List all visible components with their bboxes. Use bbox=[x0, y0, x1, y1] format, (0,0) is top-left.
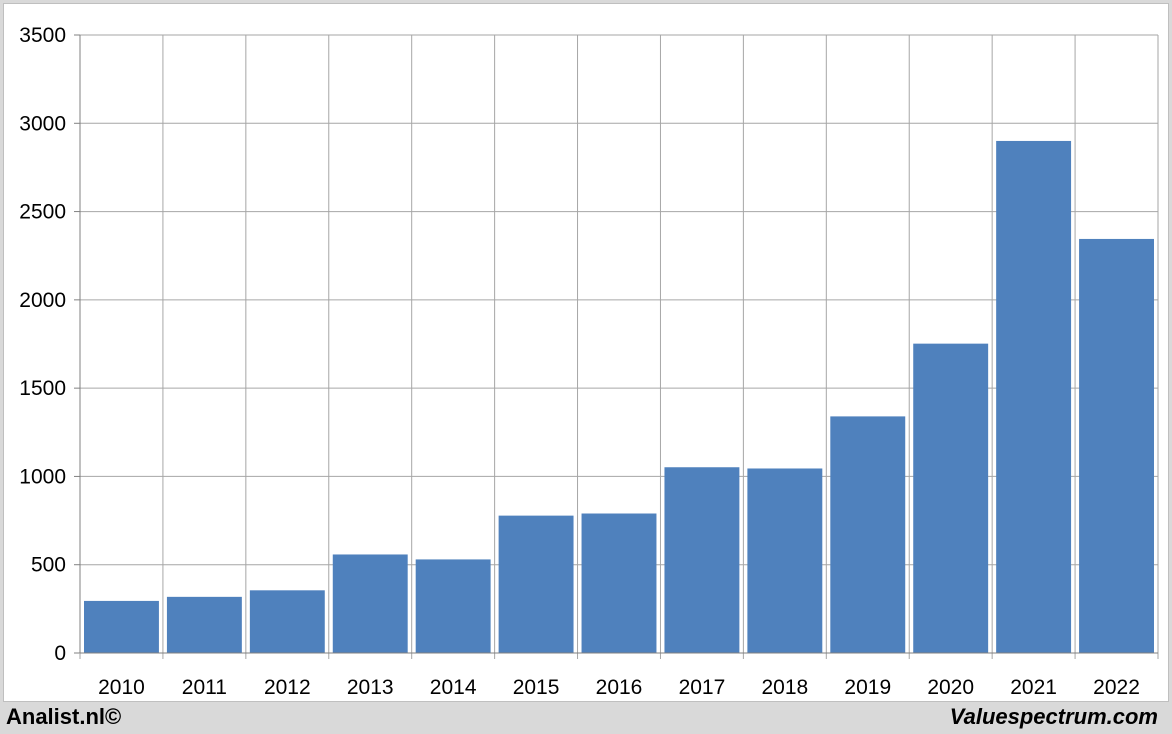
footer-source-right: Valuespectrum.com bbox=[949, 704, 1158, 729]
bars bbox=[84, 140, 1154, 653]
y-tick-label: 3500 bbox=[19, 24, 66, 47]
x-tick-label: 2013 bbox=[347, 676, 394, 699]
bar-2019 bbox=[830, 416, 906, 653]
footer-source-left: Analist.nl© bbox=[6, 704, 122, 729]
x-tick-label: 2015 bbox=[513, 676, 560, 699]
grid-lines bbox=[74, 34, 1159, 659]
x-tick-labels: 2010 2011 2012 2013 2014 2015 2016 2017 2018 2019… bbox=[98, 676, 1140, 699]
bar-2021 bbox=[996, 140, 1072, 653]
bar-2012 bbox=[249, 590, 325, 653]
bar-2010 bbox=[84, 600, 159, 653]
y-tick-label: 2000 bbox=[19, 289, 66, 312]
x-tick-label: 2022 bbox=[1093, 676, 1140, 699]
x-tick-label: 2019 bbox=[844, 676, 891, 699]
bar-2020 bbox=[913, 343, 989, 653]
bar-2022 bbox=[1079, 238, 1154, 653]
x-tick-label: 2014 bbox=[430, 676, 477, 699]
x-tick-label: 2012 bbox=[264, 676, 311, 699]
y-tick-label: 500 bbox=[31, 554, 66, 577]
bar-2015 bbox=[498, 515, 574, 653]
x-tick-label: 2021 bbox=[1010, 676, 1057, 699]
bar-2016 bbox=[581, 513, 657, 653]
bar-2013 bbox=[332, 554, 408, 653]
bar-2018 bbox=[747, 468, 823, 653]
x-tick-label: 2010 bbox=[98, 676, 145, 699]
x-tick-label: 2016 bbox=[596, 676, 643, 699]
bar-2011 bbox=[166, 596, 242, 653]
chart-panel: 0 500 1000 1500 2000 2500 3000 3500 2010 2011 201… bbox=[3, 3, 1169, 702]
x-tick-label: 2020 bbox=[927, 676, 974, 699]
y-tick-label: 2500 bbox=[19, 201, 66, 224]
y-tick-label: 1000 bbox=[19, 465, 66, 488]
y-tick-label: 1500 bbox=[19, 377, 66, 400]
bar-2017 bbox=[664, 467, 740, 653]
axes bbox=[79, 35, 1158, 654]
x-tick-label: 2018 bbox=[761, 676, 808, 699]
y-tick-label: 3000 bbox=[19, 112, 66, 135]
bar-2014 bbox=[415, 559, 491, 653]
y-tick-label: 0 bbox=[54, 642, 66, 665]
x-tick-label: 2017 bbox=[679, 676, 726, 699]
y-tick-labels: 0 500 1000 1500 2000 2500 3000 3500 bbox=[19, 24, 66, 665]
x-tick-label: 2011 bbox=[182, 676, 227, 699]
